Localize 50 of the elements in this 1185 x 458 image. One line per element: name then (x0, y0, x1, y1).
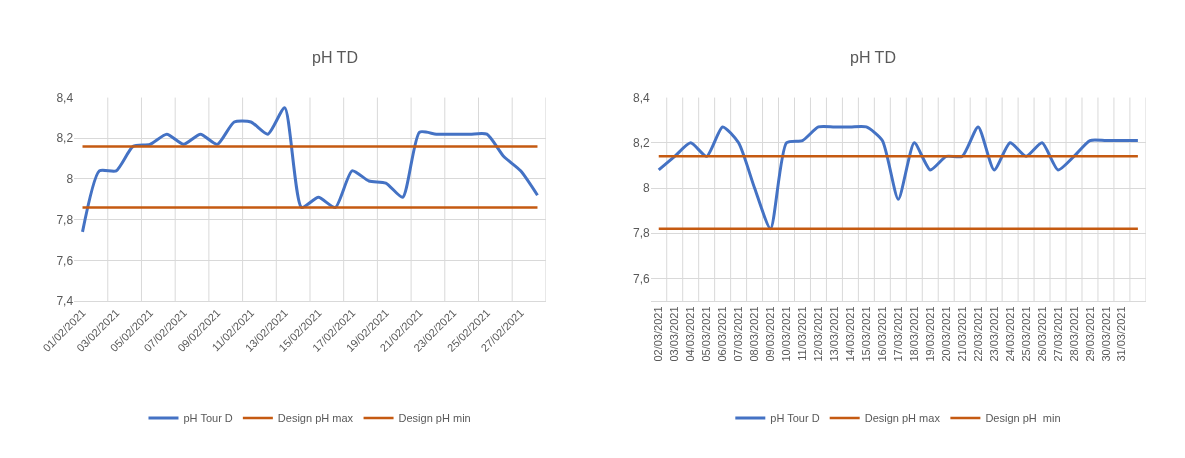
y-tick-label: 7,6 (633, 271, 651, 286)
chart-title: pH TD (312, 49, 358, 66)
x-tick-label: 05/03/2021 (700, 306, 713, 362)
legend-label: pH Tour D (770, 412, 820, 425)
x-tick-label: 30/03/2021 (1099, 306, 1112, 362)
legend-label: Design pH max (864, 412, 941, 425)
x-tick-label: 18/03/2021 (907, 306, 920, 362)
x-tick-label: 22/03/2021 (971, 306, 984, 362)
x-tick-label: 16/03/2021 (875, 306, 888, 362)
x-tick-label: 12/03/2021 (812, 306, 825, 362)
legend-label: Design pH max (277, 412, 354, 425)
x-tick-label: 29/03/2021 (1083, 306, 1096, 362)
x-tick-label: 09/03/2021 (764, 306, 777, 362)
y-tick-label: 8,4 (56, 90, 74, 105)
x-tick-label: 24/03/2021 (1003, 306, 1016, 362)
legend-label: pH Tour D (183, 412, 233, 425)
y-tick-label: 8,4 (633, 90, 651, 105)
x-tick-label: 21/03/2021 (955, 306, 968, 362)
x-tick-label: 04/03/2021 (684, 306, 697, 362)
y-tick-label: 8 (66, 172, 74, 187)
legend-label: Design pH min (398, 412, 471, 425)
y-tick-label: 8,2 (633, 135, 651, 150)
x-tick-label: 03/03/2021 (668, 306, 681, 362)
x-tick-label: 19/03/2021 (923, 306, 936, 362)
x-tick-label: 11/03/2021 (796, 306, 809, 361)
y-tick-label: 8 (643, 181, 651, 196)
x-tick-label: 26/03/2021 (1035, 306, 1048, 362)
x-tick-label: 20/03/2021 (939, 306, 952, 362)
x-tick-label: 10/03/2021 (780, 306, 793, 362)
y-tick-label: 7,6 (56, 253, 74, 268)
x-tick-label: 07/03/2021 (732, 306, 745, 362)
x-tick-label: 27/03/2021 (1051, 306, 1064, 362)
y-tick-label: 8,2 (56, 131, 74, 146)
y-tick-label: 7,8 (56, 212, 74, 227)
x-tick-label: 08/03/2021 (748, 306, 761, 362)
x-tick-label: 23/03/2021 (987, 306, 1000, 362)
x-tick-label: 25/03/2021 (1019, 306, 1032, 362)
x-tick-label: 31/03/2021 (1115, 306, 1128, 362)
x-tick-label: 28/03/2021 (1067, 306, 1080, 362)
x-tick-label: 13/03/2021 (828, 306, 841, 362)
line-series (81, 106, 539, 234)
x-tick-label: 14/03/2021 (843, 306, 856, 362)
y-tick-label: 7,8 (633, 226, 651, 241)
legend-label: Design pH min (985, 412, 1061, 425)
x-tick-label: 02/03/2021 (652, 306, 665, 362)
chart-title: pH TD (850, 49, 896, 66)
x-tick-label: 06/03/2021 (716, 306, 729, 362)
y-tick-label: 7,4 (56, 294, 74, 309)
x-tick-label: 17/03/2021 (891, 306, 904, 362)
x-tick-label: 15/03/2021 (859, 306, 872, 362)
